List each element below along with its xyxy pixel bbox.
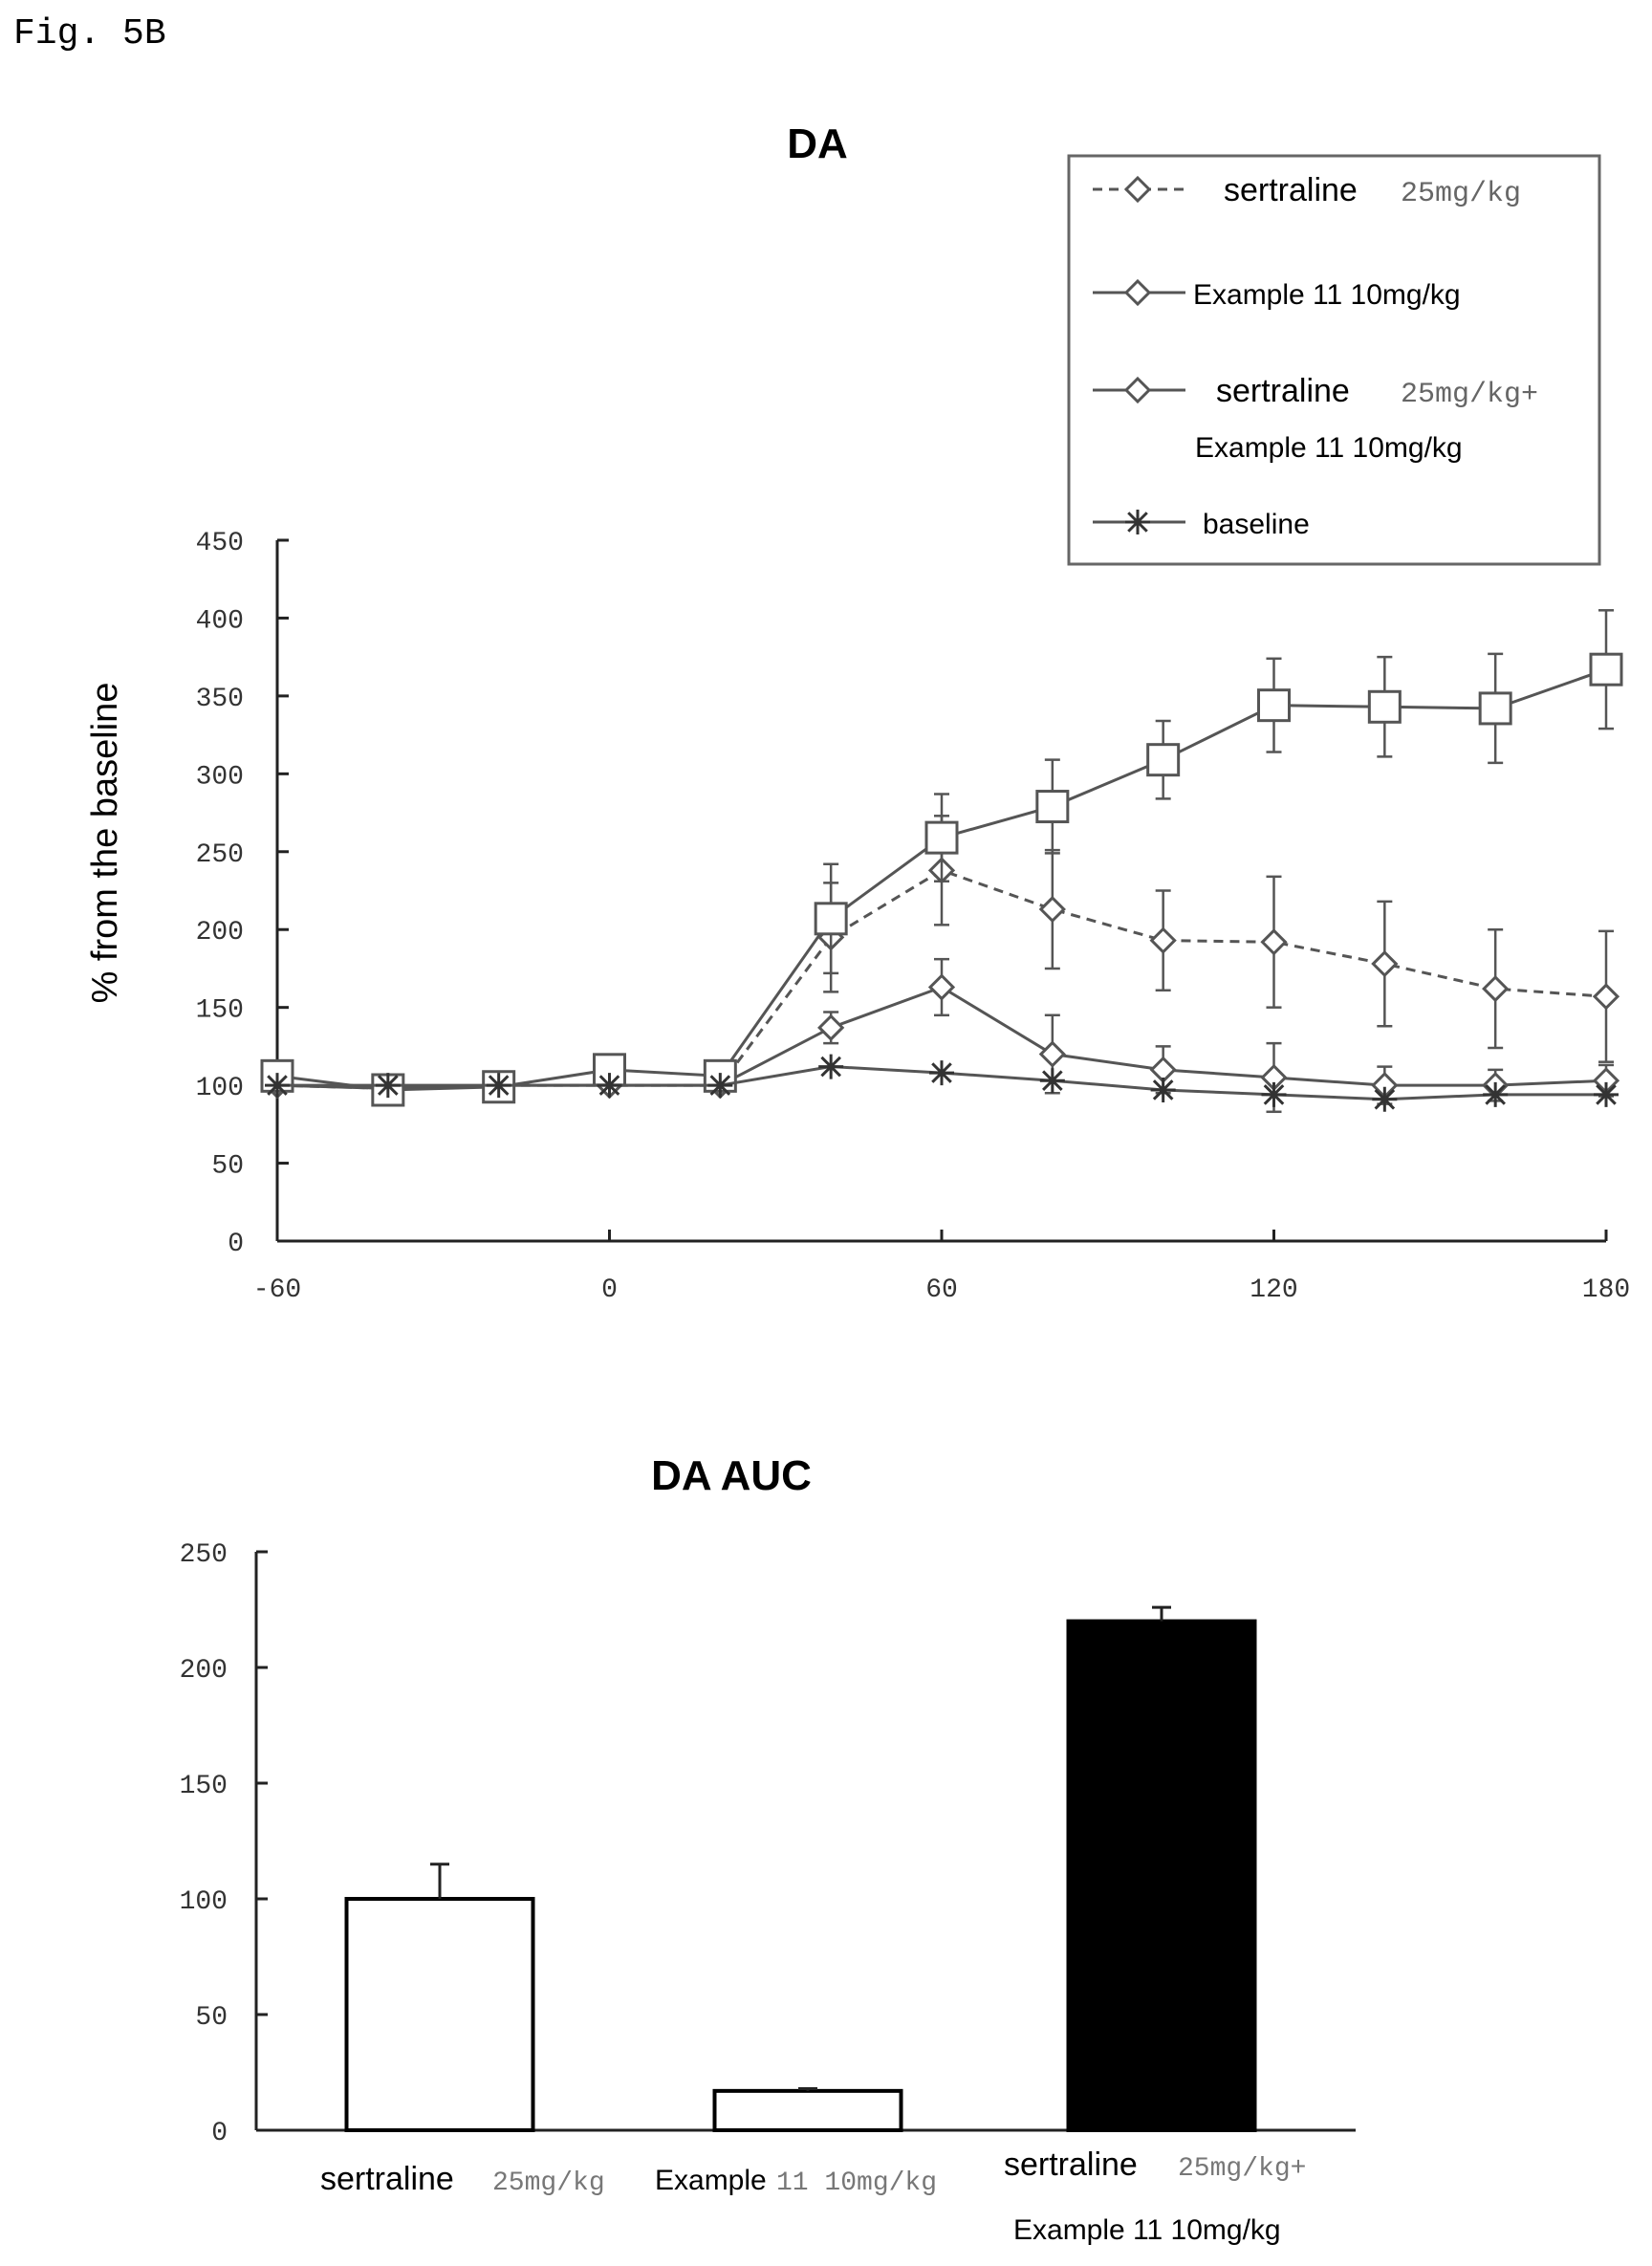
x-tick-label: 0 [601,1275,618,1305]
x-tick-label: -60 [253,1275,301,1305]
bar [1066,1619,1257,2132]
x-tick-label: 120 [1250,1275,1297,1305]
data-point [707,1073,733,1099]
legend-entry-name: baseline [1203,509,1310,540]
legend-marker [1123,175,1152,204]
y-tick-label: 50 [211,1152,244,1182]
y-tick-label: 300 [196,762,244,792]
data-point [1146,743,1181,777]
y-tick-label: 450 [196,529,244,558]
data-point [1594,1081,1619,1107]
bar-chart-title: DA AUC [651,1452,812,1499]
legend-entry-dose: 25mg/kg [1401,178,1521,210]
data-point [818,1054,844,1079]
data-point [1149,926,1177,954]
legend-box [1067,154,1601,566]
legend-entry-line2: Example 11 10mg/kg [1195,432,1463,464]
data-point [1038,895,1066,924]
bar-y-tick-label: 200 [180,1656,228,1686]
y-tick-label: 250 [196,840,244,870]
data-point [1482,974,1510,1003]
y-tick-label: 100 [196,1074,244,1103]
data-point [1257,688,1291,723]
legend-entry-name: sertraline [1224,172,1358,208]
legend: sertraline 25mg/kg Example 11 10mg/kg sertr… [1067,154,1601,566]
legend-marker [1123,278,1152,307]
bar [712,2088,903,2133]
bar-y-tick-label: 250 [180,1540,228,1570]
bar-y-tick-label: 50 [195,2003,228,2033]
data-point [1589,652,1623,686]
category-label-name: sertraline [320,2161,454,2197]
data-point [1372,1086,1398,1112]
legend-marker [1123,376,1152,404]
data-point [924,820,959,855]
bar [344,1897,535,2132]
data-point [817,1013,845,1041]
legend-marker [1125,510,1150,534]
bar-chart: DA AUC 0 50 100 150 200 250 sertraline 25mg/kg Ex… [180,1452,1356,2246]
data-point [1478,691,1512,726]
bar-y-tick-label: 100 [180,1887,228,1917]
data-point [1150,1078,1176,1102]
y-tick-label: 0 [228,1230,244,1259]
category-label-name: Example [655,2165,767,2196]
legend-entry-name: sertraline [1216,373,1350,409]
x-tick-label: 180 [1582,1275,1630,1305]
data-point [1039,1068,1065,1094]
data-point [597,1073,622,1099]
y-axis-label: % from the baseline [85,683,125,1004]
data-point [1371,949,1399,978]
bar-y-tick-label: 0 [211,2119,228,2148]
series-3 [265,1054,1619,1112]
y-tick-label: 400 [196,606,244,636]
data-point [814,902,848,936]
category-label-line2: Example 11 10mg/kg [1013,2214,1281,2246]
data-point [929,1060,954,1086]
legend-entry-dose: 25mg/kg+ [1401,379,1538,411]
bar-y-tick-label: 150 [180,1772,228,1801]
line-chart: DA 0 50 100 150 200 250 300 350 400 450 -60 0 60 120 18… [85,120,1630,1305]
data-point [265,1073,290,1099]
data-point [486,1073,511,1099]
category-label-dose: 25mg/kg [492,2168,605,2198]
data-point [1367,689,1402,724]
y-tick-label: 150 [196,996,244,1026]
data-point [927,973,956,1001]
data-point [375,1073,401,1099]
figure-label: Fig. 5B [13,13,166,54]
x-tick-label: 60 [925,1275,958,1305]
y-tick-label: 200 [196,918,244,948]
category-label-dose: 11 10mg/kg [776,2168,937,2198]
y-tick-label: 350 [196,685,244,714]
legend-entry-name: Example 11 10mg/kg [1193,279,1461,311]
data-point [1261,1081,1287,1107]
series-2 [260,609,1623,1107]
data-point [1260,928,1288,956]
data-point [1035,790,1070,824]
data-point [1483,1081,1509,1107]
category-label-name: sertraline [1004,2146,1138,2183]
data-point [1038,1040,1066,1068]
data-point [1592,983,1620,1011]
category-label-dose: 25mg/kg+ [1178,2154,1306,2184]
line-chart-title: DA [787,120,848,167]
